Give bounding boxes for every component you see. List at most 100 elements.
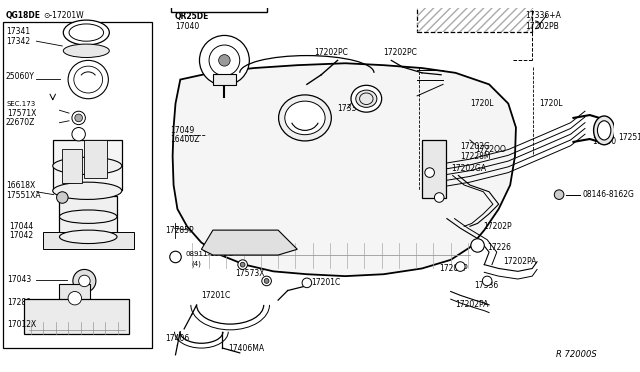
- Text: 17202G: 17202G: [460, 142, 490, 151]
- Ellipse shape: [63, 44, 109, 58]
- Bar: [43, 232, 134, 249]
- Ellipse shape: [285, 101, 325, 135]
- Text: 17201C: 17201C: [202, 291, 230, 300]
- Text: 17202PA: 17202PA: [456, 301, 489, 310]
- Circle shape: [238, 260, 248, 269]
- Text: 17201C: 17201C: [312, 278, 341, 287]
- Text: 17202PA: 17202PA: [504, 257, 537, 266]
- Text: QG18DE: QG18DE: [6, 11, 41, 20]
- Text: 17571X: 17571X: [8, 109, 37, 118]
- Polygon shape: [202, 230, 298, 255]
- Text: N: N: [173, 254, 178, 259]
- Text: R 72000S: R 72000S: [556, 350, 597, 359]
- Circle shape: [302, 278, 312, 288]
- Circle shape: [75, 114, 83, 122]
- Text: 17251: 17251: [618, 132, 640, 142]
- Bar: [417, 0, 532, 32]
- Text: 17228M: 17228M: [460, 152, 491, 161]
- Bar: [84, 140, 108, 178]
- Bar: [60, 196, 117, 236]
- Text: 17336+A: 17336+A: [525, 11, 561, 20]
- Bar: [62, 148, 81, 183]
- Circle shape: [209, 45, 240, 76]
- Text: 17044: 17044: [10, 222, 34, 231]
- Ellipse shape: [60, 210, 117, 224]
- Text: 17406MA: 17406MA: [228, 344, 264, 353]
- Text: 1720L: 1720L: [539, 99, 563, 108]
- Circle shape: [262, 276, 271, 286]
- Text: 16618X: 16618X: [6, 180, 35, 190]
- Text: 17226: 17226: [487, 243, 511, 252]
- Ellipse shape: [278, 95, 332, 141]
- Text: 16400Z: 16400Z: [171, 135, 200, 144]
- Text: 17280: 17280: [8, 298, 31, 308]
- Circle shape: [72, 128, 85, 141]
- Text: 17202P: 17202P: [439, 264, 468, 273]
- Circle shape: [200, 35, 250, 85]
- Text: 17040: 17040: [175, 22, 200, 31]
- Text: 17342: 17342: [6, 37, 30, 46]
- Text: 17042: 17042: [10, 231, 34, 240]
- Text: 17337WA: 17337WA: [337, 104, 374, 113]
- Text: 25060Y: 25060Y: [6, 72, 35, 81]
- Bar: [417, 0, 532, 32]
- Text: 17336: 17336: [475, 281, 499, 290]
- Circle shape: [456, 262, 465, 271]
- Ellipse shape: [74, 66, 102, 93]
- Circle shape: [73, 269, 96, 292]
- Circle shape: [79, 275, 90, 287]
- Text: 17573X: 17573X: [235, 269, 264, 278]
- Text: QR25DE: QR25DE: [175, 12, 209, 21]
- Text: 17049: 17049: [171, 126, 195, 135]
- Text: 17012X: 17012X: [8, 320, 37, 328]
- Bar: [60, 284, 90, 307]
- Bar: [3, 22, 152, 348]
- Circle shape: [483, 276, 492, 286]
- Circle shape: [425, 168, 435, 177]
- Ellipse shape: [52, 182, 122, 199]
- Ellipse shape: [63, 20, 109, 45]
- Text: 1720L: 1720L: [470, 99, 493, 108]
- Bar: [52, 140, 122, 190]
- Ellipse shape: [351, 85, 381, 112]
- Circle shape: [616, 119, 636, 138]
- Text: 17285P: 17285P: [165, 225, 193, 235]
- Text: 1722OO: 1722OO: [476, 145, 506, 154]
- Circle shape: [219, 55, 230, 66]
- Polygon shape: [173, 63, 516, 276]
- Text: ⊙-17201W: ⊙-17201W: [43, 11, 84, 20]
- Circle shape: [264, 279, 269, 283]
- Bar: [213, 74, 236, 85]
- Circle shape: [554, 190, 564, 199]
- Text: 17202PC: 17202PC: [314, 48, 348, 57]
- Circle shape: [68, 292, 81, 305]
- Circle shape: [240, 262, 245, 267]
- Text: (4): (4): [192, 260, 202, 267]
- Text: 17202GA: 17202GA: [451, 164, 486, 173]
- Circle shape: [435, 193, 444, 202]
- Text: 22670Z: 22670Z: [6, 118, 35, 127]
- Bar: [171, 0, 267, 12]
- Text: 17202PB: 17202PB: [525, 22, 559, 31]
- Ellipse shape: [356, 90, 377, 108]
- Ellipse shape: [68, 60, 108, 99]
- Text: 17240: 17240: [593, 137, 617, 147]
- Text: 17406: 17406: [165, 334, 189, 343]
- Ellipse shape: [60, 230, 117, 244]
- Text: 17043: 17043: [8, 275, 32, 283]
- Ellipse shape: [598, 121, 611, 140]
- Ellipse shape: [594, 116, 614, 145]
- Circle shape: [72, 111, 85, 125]
- Text: SEC.173: SEC.173: [6, 100, 36, 106]
- Text: 08911-1062G: 08911-1062G: [185, 251, 234, 257]
- Text: 17202P: 17202P: [483, 222, 512, 231]
- Ellipse shape: [69, 24, 104, 41]
- Circle shape: [471, 239, 484, 252]
- Text: 17341: 17341: [6, 27, 30, 36]
- Circle shape: [170, 251, 181, 263]
- Bar: [422, 140, 446, 198]
- Text: 17551XA: 17551XA: [6, 191, 40, 200]
- Text: 17202PC: 17202PC: [383, 48, 417, 57]
- Circle shape: [620, 123, 632, 134]
- Circle shape: [56, 192, 68, 203]
